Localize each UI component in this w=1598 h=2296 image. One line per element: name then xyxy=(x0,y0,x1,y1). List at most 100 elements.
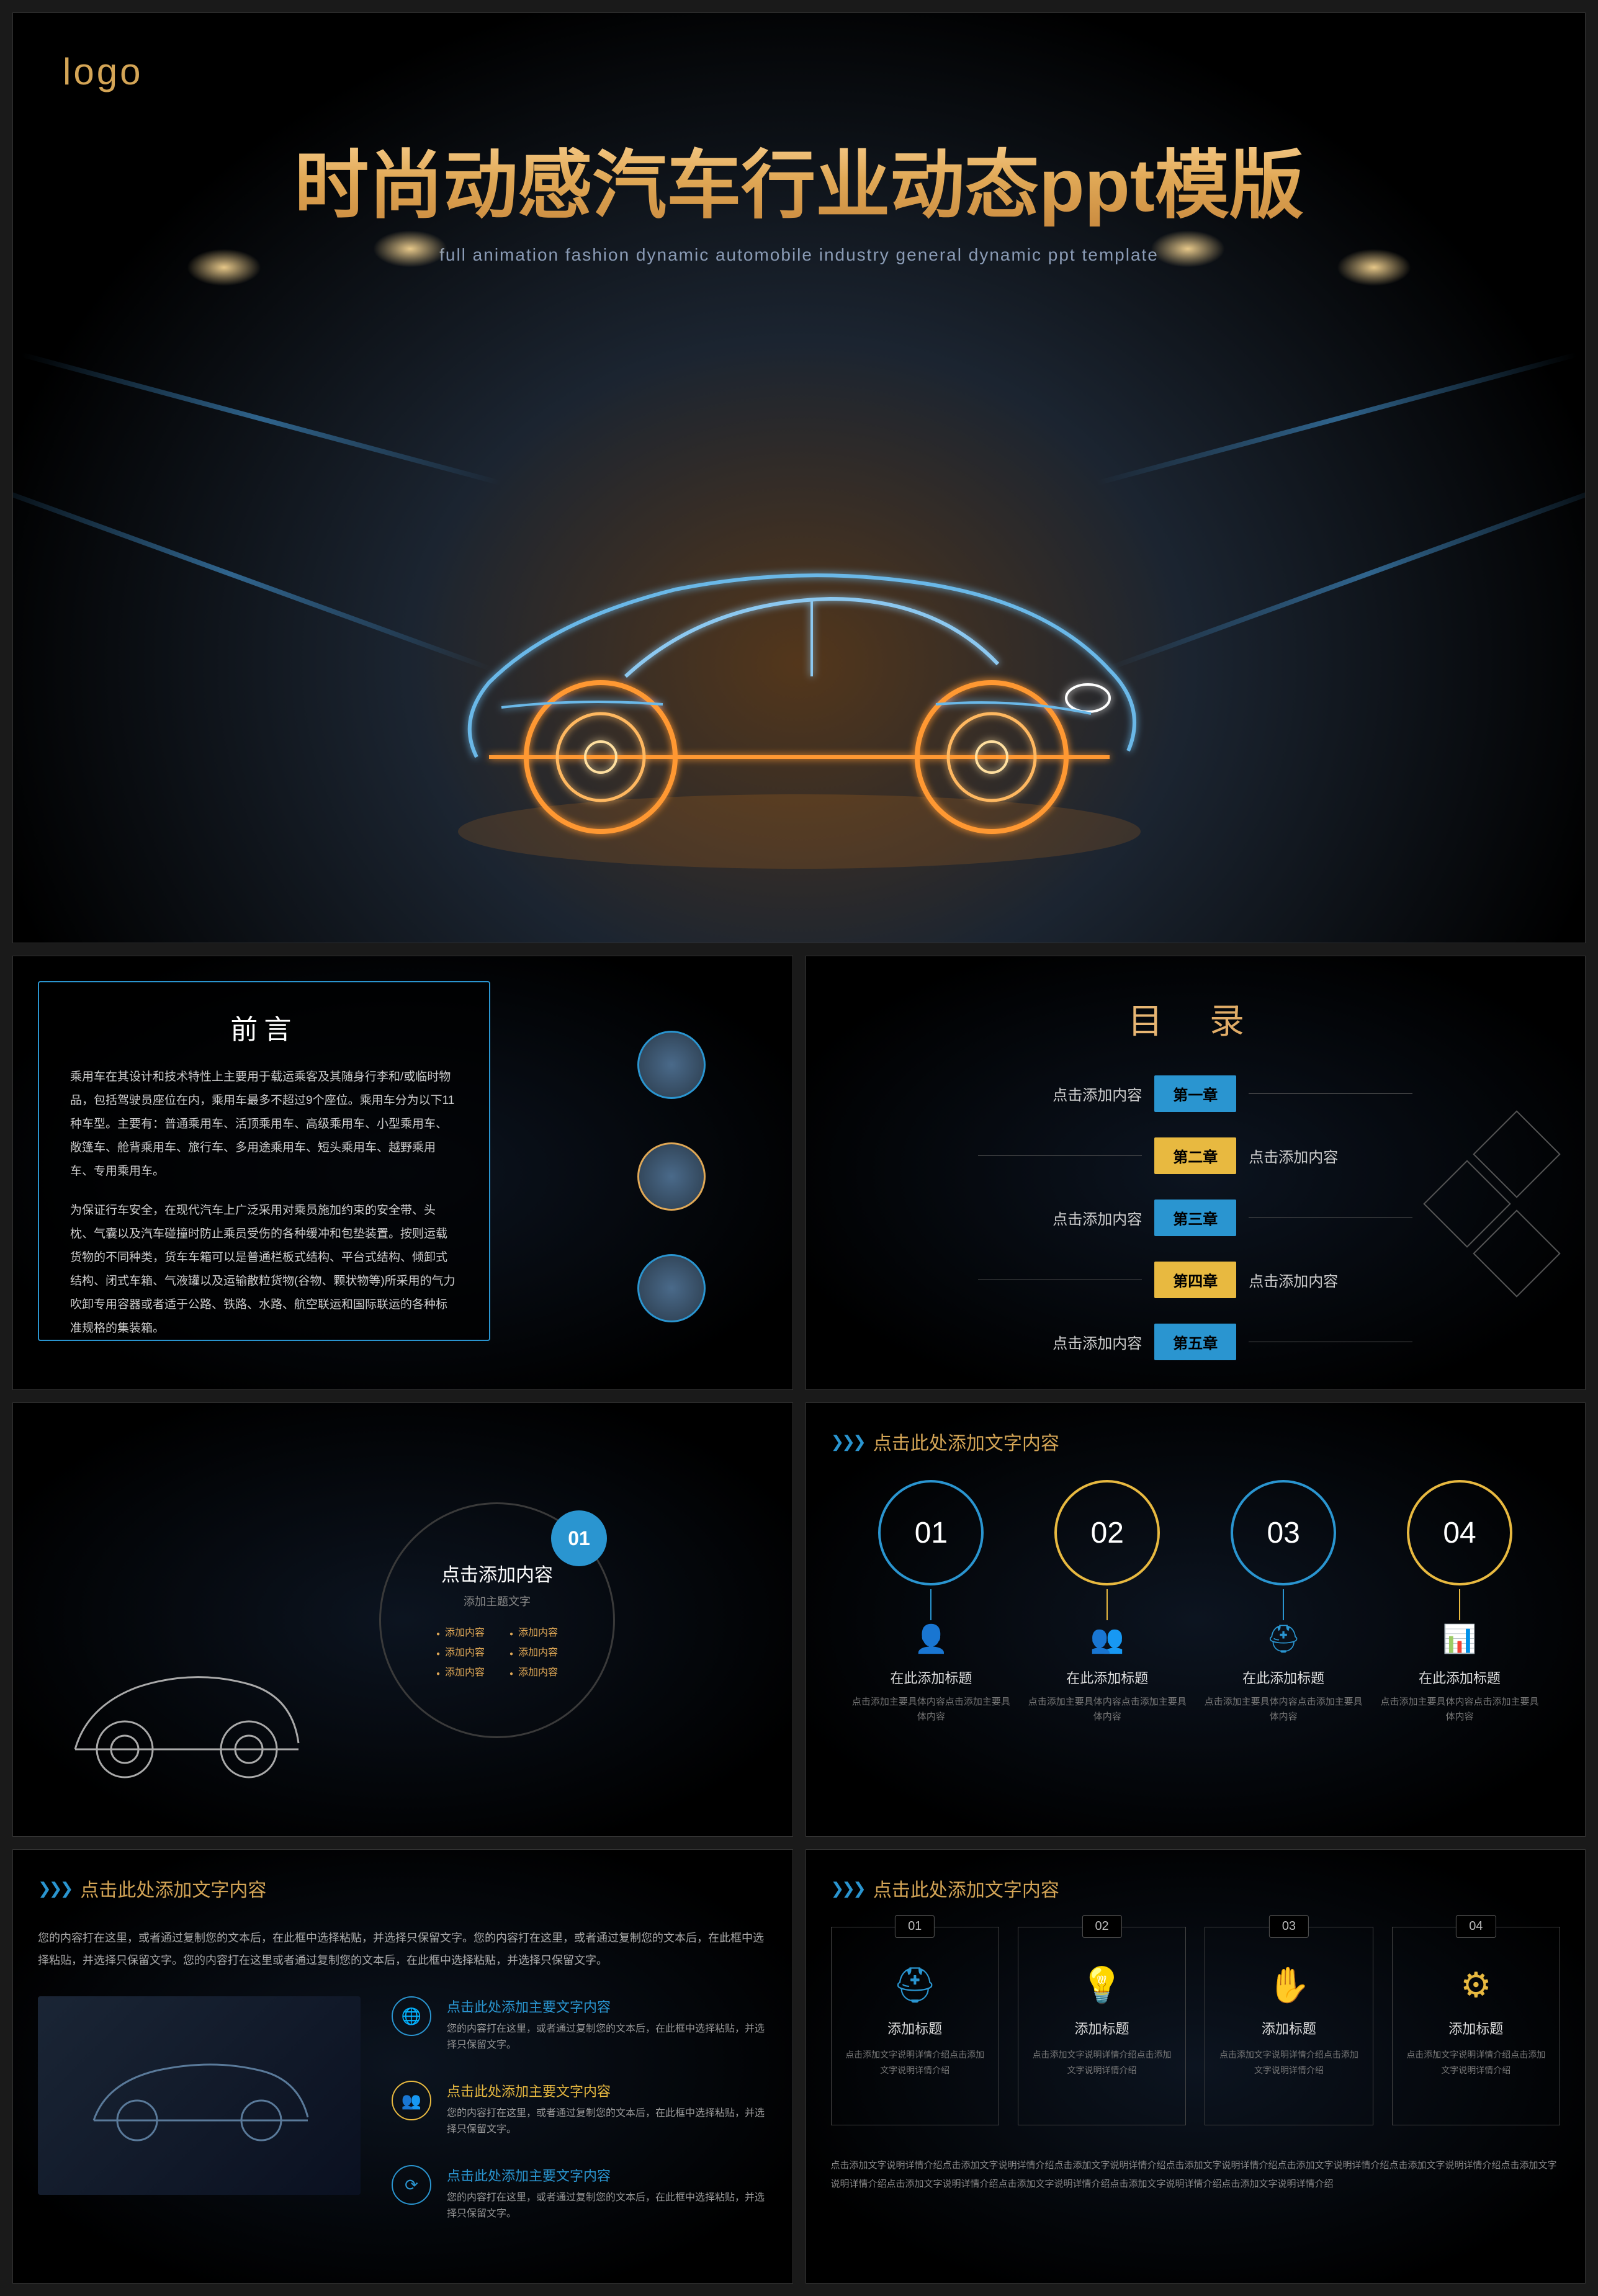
bullet-item: 🌐 点击此处添加主要文字内容您的内容打在这里，或者通过复制您的文本后，在此框中选择… xyxy=(392,1996,768,2053)
bullet-icon: 🌐 xyxy=(392,1996,431,2036)
icon-desc: 点击添加主要具体内容点击添加主要具体内容 xyxy=(1026,1695,1188,1724)
bullet-title: 点击此处添加主要文字内容 xyxy=(447,2165,768,2185)
content-split: 🌐点击此处添加主要文字内容您的内容打在这里，或者通过复制您的文本后，在此框中选择… xyxy=(38,1996,768,2250)
bullet-item: 添加内容 xyxy=(509,1621,558,1641)
section-badge: 01 xyxy=(551,1510,607,1566)
toc-row[interactable]: 第四章点击添加内容 xyxy=(978,1261,1412,1298)
bullet-item: 👥 点击此处添加主要文字内容您的内容打在这里，或者通过复制您的文本后，在此框中选择… xyxy=(392,2081,768,2137)
feature-card: 04⚙添加标题点击添加文字说明详情介绍点击添加文字说明详情介绍 xyxy=(1392,1927,1560,2125)
glow-light xyxy=(373,230,447,267)
toc-line xyxy=(978,1155,1142,1156)
avatar-ring xyxy=(637,1254,706,1322)
toc-row[interactable]: 点击添加内容第五章 xyxy=(978,1323,1412,1360)
card-title: 添加标题 xyxy=(1218,2018,1360,2038)
bullet-title: 点击此处添加主要文字内容 xyxy=(447,2081,768,2101)
bullet-item: ⟳点击此处添加主要文字内容您的内容打在这里，或者通过复制您的文本后，在此框中选择… xyxy=(392,2165,768,2222)
card-icon: ⚙ xyxy=(1405,1965,1547,2006)
section-sub: 添加主题文字 xyxy=(464,1593,531,1609)
card-icon: ⛑ xyxy=(844,1965,986,2006)
card-number: 01 xyxy=(895,1915,935,1938)
icon-title: 在此添加标题 xyxy=(1026,1667,1188,1687)
bullet-title: 点击此处添加主要文字内容 xyxy=(447,1996,768,2016)
preface-p2: 为保证行车安全，在现代汽车上广泛采用对乘员施加约束的安全带、头枕、气囊以及汽车碰… xyxy=(70,1199,458,1340)
toc-chapter-tag: 第一章 xyxy=(1154,1075,1236,1112)
card-desc: 点击添加文字说明详情介绍点击添加文字说明详情介绍 xyxy=(844,2047,986,2078)
icon-title: 在此添加标题 xyxy=(1203,1667,1364,1687)
bullet-item: 添加内容 xyxy=(509,1641,558,1661)
feature-icon: 📊 xyxy=(1379,1623,1540,1655)
feature-card: 02💡添加标题点击添加文字说明详情介绍点击添加文字说明详情介绍 xyxy=(1018,1927,1186,2125)
toc-chapter-tag: 第四章 xyxy=(1154,1262,1236,1298)
hero-slide: logo 时尚动感汽车行业动态ppt模版 full animation fash… xyxy=(12,12,1586,943)
glow-light xyxy=(1151,230,1225,267)
icon-row: 👤在此添加标题点击添加主要具体内容点击添加主要具体内容👥在此添加标题点击添加主要… xyxy=(843,1623,1548,1724)
circle-row: 01 02 03 04 xyxy=(843,1480,1548,1585)
card-desc: 点击添加文字说明详情介绍点击添加文字说明详情介绍 xyxy=(1031,2047,1173,2078)
glow-light xyxy=(187,249,261,286)
toc-text: 点击添加内容 xyxy=(1249,1269,1412,1291)
feature-card: 01⛑添加标题点击添加文字说明详情介绍点击添加文字说明详情介绍 xyxy=(831,1927,999,2125)
icon-cell: 👤 在此添加标题点击添加主要具体内容点击添加主要具体内容 xyxy=(850,1623,1012,1724)
toc-chapter-tag: 第五章 xyxy=(1154,1324,1236,1360)
icon-desc: 点击添加主要具体内容点击添加主要具体内容 xyxy=(1379,1695,1540,1724)
section-circle: 01 点击添加内容 添加主题文字 添加内容添加内容添加内容添加内容添加内容添加内… xyxy=(379,1502,615,1738)
icon-title: 在此添加标题 xyxy=(850,1667,1012,1687)
slide-header: 点击此处添加文字内容 xyxy=(831,1428,1561,1455)
toc-text: 点击添加内容 xyxy=(1249,1145,1412,1167)
toc-heading: 目 录 xyxy=(831,993,1561,1044)
car-photo xyxy=(38,1996,361,2195)
card-icon: 💡 xyxy=(1031,1965,1173,2006)
toc-line xyxy=(1249,1093,1412,1094)
section-intro-slide: 01 点击添加内容 添加主题文字 添加内容添加内容添加内容添加内容添加内容添加内… xyxy=(12,1402,793,1837)
card-desc: 点击添加文字说明详情介绍点击添加文字说明详情介绍 xyxy=(1405,2047,1547,2078)
image-bullet-slide: 点击此处添加文字内容 您的内容打在这里，或者通过复制您的文本后，在此框中选择粘贴… xyxy=(12,1849,793,2284)
feature-icon: ⛑ xyxy=(1203,1623,1364,1655)
card-title: 添加标题 xyxy=(1031,2018,1173,2038)
card-row: 01⛑添加标题点击添加文字说明详情介绍点击添加文字说明详情介绍02💡添加标题点击… xyxy=(831,1927,1561,2125)
avatar-column xyxy=(637,1031,706,1322)
slide-header: 点击此处添加文字内容 xyxy=(38,1875,768,1902)
bullet-icon: ⟳ xyxy=(392,2165,431,2205)
feature-icon: 👥 xyxy=(1026,1623,1188,1655)
icon-desc: 点击添加主要具体内容点击添加主要具体内容 xyxy=(1203,1695,1364,1724)
avatar-ring xyxy=(637,1142,706,1211)
toc-row[interactable]: 点击添加内容第一章 xyxy=(978,1075,1412,1112)
card-slide: 点击此处添加文字内容 01⛑添加标题点击添加文字说明详情介绍点击添加文字说明详情… xyxy=(806,1849,1586,2284)
preface-heading: 前言 xyxy=(70,1007,458,1047)
card-title: 添加标题 xyxy=(1405,2018,1547,2038)
number-circle: 02 xyxy=(1054,1480,1160,1585)
number-circle: 04 xyxy=(1407,1480,1512,1585)
toc-row[interactable]: 第二章点击添加内容 xyxy=(978,1137,1412,1174)
bullet-desc: 您的内容打在这里，或者通过复制您的文本后，在此框中选择粘贴，并选择只保留文字。 xyxy=(447,2105,768,2137)
car-neon-graphic xyxy=(365,459,1234,894)
mini-car-icon xyxy=(50,1625,317,1799)
card-desc: 点击添加文字说明详情介绍点击添加文字说明详情介绍 xyxy=(1218,2047,1360,2078)
icon-title: 在此添加标题 xyxy=(1379,1667,1540,1687)
intro-para: 您的内容打在这里，或者通过复制您的文本后，在此框中选择粘贴，并选择只保留文字。您… xyxy=(38,1927,768,1971)
glow-light xyxy=(1337,249,1411,286)
logo-text: logo xyxy=(63,50,143,93)
number-circle: 01 xyxy=(878,1480,984,1585)
feature-card: 03✋添加标题点击添加文字说明详情介绍点击添加文字说明详情介绍 xyxy=(1205,1927,1373,2125)
toc-text: 点击添加内容 xyxy=(978,1207,1142,1229)
icon-cell: 📊 在此添加标题点击添加主要具体内容点击添加主要具体内容 xyxy=(1379,1623,1540,1724)
card-number: 02 xyxy=(1082,1915,1121,1938)
preface-p1: 乘用车在其设计和技术特性上主要用于载运乘客及其随身行李和/或临时物品，包括驾驶员… xyxy=(70,1065,458,1183)
card-number: 03 xyxy=(1269,1915,1309,1938)
number-circle: 03 xyxy=(1231,1480,1336,1585)
icon-cell: ⛑ 在此添加标题点击添加主要具体内容点击添加主要具体内容 xyxy=(1203,1623,1364,1724)
bullet-item: 添加内容 xyxy=(436,1621,485,1641)
bullet-item: 添加内容 xyxy=(436,1641,485,1661)
hero-title: 时尚动感汽车行业动态ppt模版 xyxy=(13,125,1585,233)
toc-row[interactable]: 点击添加内容第三章 xyxy=(978,1199,1412,1236)
icon-desc: 点击添加主要具体内容点击添加主要具体内容 xyxy=(850,1695,1012,1724)
bullet-desc: 您的内容打在这里，或者通过复制您的文本后，在此框中选择粘贴，并选择只保留文字。 xyxy=(447,2021,768,2053)
preface-slide: 前言 乘用车在其设计和技术特性上主要用于载运乘客及其随身行李和/或临时物品，包括… xyxy=(12,956,793,1390)
feature-icon: 👤 xyxy=(850,1623,1012,1655)
bullet-item: 添加内容 xyxy=(509,1661,558,1681)
card-title: 添加标题 xyxy=(844,2018,986,2038)
four-circle-slide: 点击此处添加文字内容 01020304 👤在此添加标题点击添加主要具体内容点击添… xyxy=(806,1402,1586,1837)
footer-para: 点击添加文字说明详情介绍点击添加文字说明详情介绍点击添加文字说明详情介绍点击添加… xyxy=(831,2156,1561,2194)
icon-cell: 👥 在此添加标题点击添加主要具体内容点击添加主要具体内容 xyxy=(1026,1623,1188,1724)
bullet-icon: 👥 xyxy=(392,2081,431,2120)
